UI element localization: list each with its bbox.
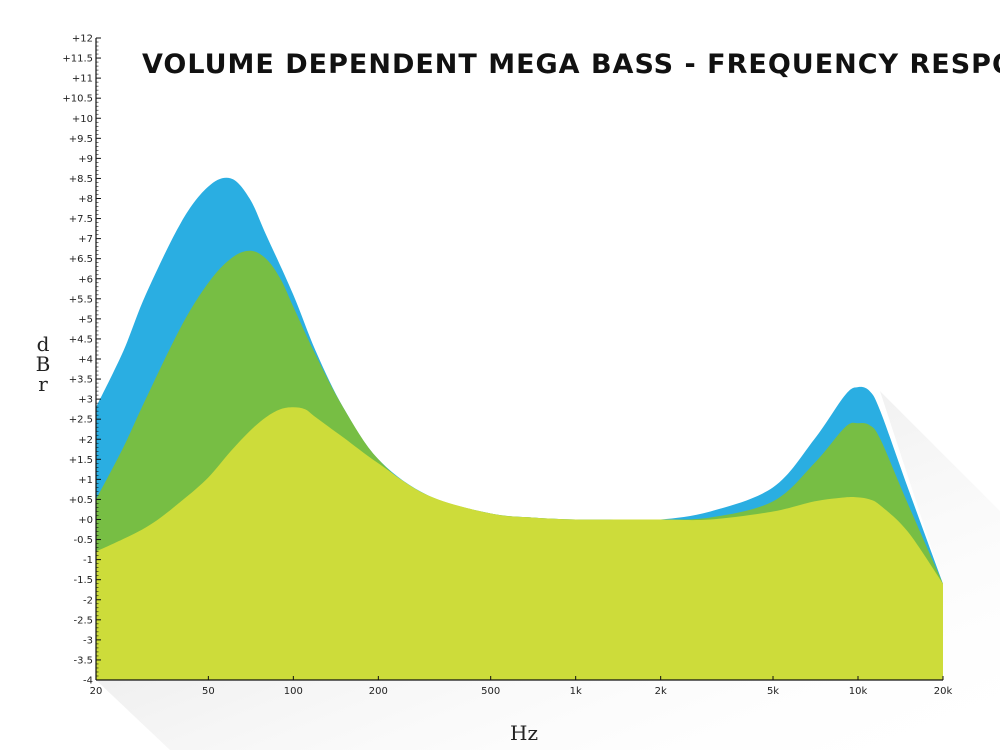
y-tick-label: +0.5 xyxy=(69,495,93,506)
chart-shadow xyxy=(96,391,1000,750)
x-tick-label: 10k xyxy=(849,686,868,697)
x-tick-label: 2k xyxy=(655,686,667,697)
x-tick-label: 50 xyxy=(202,686,215,697)
y-tick-label: -4 xyxy=(83,676,93,687)
y-tick-label: +3.5 xyxy=(69,375,93,386)
y-axis-label: dBr xyxy=(36,332,51,396)
y-axis-label-char: d xyxy=(37,332,50,356)
y-tick-label: +10 xyxy=(72,114,93,125)
y-tick-label: +3 xyxy=(78,395,93,406)
y-tick-label: -3.5 xyxy=(73,655,93,666)
y-tick-label: +11.5 xyxy=(62,54,93,65)
x-axis-label: Hz xyxy=(510,721,538,745)
series-area-3 xyxy=(96,407,943,680)
y-tick-label: +6.5 xyxy=(69,254,93,265)
drop-shadow xyxy=(96,391,1000,750)
y-tick-label: +9.5 xyxy=(69,134,93,145)
y-tick-label: +12 xyxy=(72,34,93,45)
y-tick-label: +2.5 xyxy=(69,415,93,426)
y-tick-label: +6 xyxy=(78,274,93,285)
x-tick-label: 200 xyxy=(369,686,388,697)
y-tick-label: -3 xyxy=(83,635,93,646)
y-tick-label: -2 xyxy=(83,595,93,606)
y-tick-label: +1 xyxy=(78,475,93,486)
series-areas xyxy=(96,177,943,680)
y-tick-label: +4 xyxy=(78,355,93,366)
x-tick-label: 20k xyxy=(934,686,953,697)
y-tick-label: -1 xyxy=(83,555,93,566)
y-tick-label: +4.5 xyxy=(69,334,93,345)
x-tick-label: 100 xyxy=(284,686,303,697)
y-tick-label: +8.5 xyxy=(69,174,93,185)
y-tick-label: +7 xyxy=(78,234,93,245)
y-tick-label: +0 xyxy=(78,515,93,526)
y-axis-label-char: B xyxy=(36,352,51,376)
y-tick-label: +2 xyxy=(78,435,93,446)
x-tick-label: 1k xyxy=(570,686,582,697)
y-axis-label-char: r xyxy=(38,372,48,396)
y-tick-label: -0.5 xyxy=(73,535,93,546)
x-tick-label: 500 xyxy=(481,686,500,697)
y-tick-label: +5.5 xyxy=(69,294,93,305)
y-tick-label: -2.5 xyxy=(73,615,93,626)
y-tick-label: +10.5 xyxy=(62,94,93,105)
x-tick-label: 20 xyxy=(90,686,103,697)
y-tick-label: +7.5 xyxy=(69,214,93,225)
y-tick-label: +9 xyxy=(78,154,93,165)
x-tick-label: 5k xyxy=(767,686,779,697)
y-tick-label: +1.5 xyxy=(69,455,93,466)
y-tick-label: -1.5 xyxy=(73,575,93,586)
y-tick-label: +8 xyxy=(78,194,93,205)
y-tick-label: +5 xyxy=(78,314,93,325)
axes: +12 +11.5 +11 +10.5 +10 +9.5 +9 +8.5 +8 +7.5 +7 +6.… xyxy=(62,34,952,698)
chart-title: VOLUME DEPENDENT MEGA BASS - FREQUENCY R… xyxy=(142,49,1000,80)
y-tick-label: +11 xyxy=(72,74,93,85)
